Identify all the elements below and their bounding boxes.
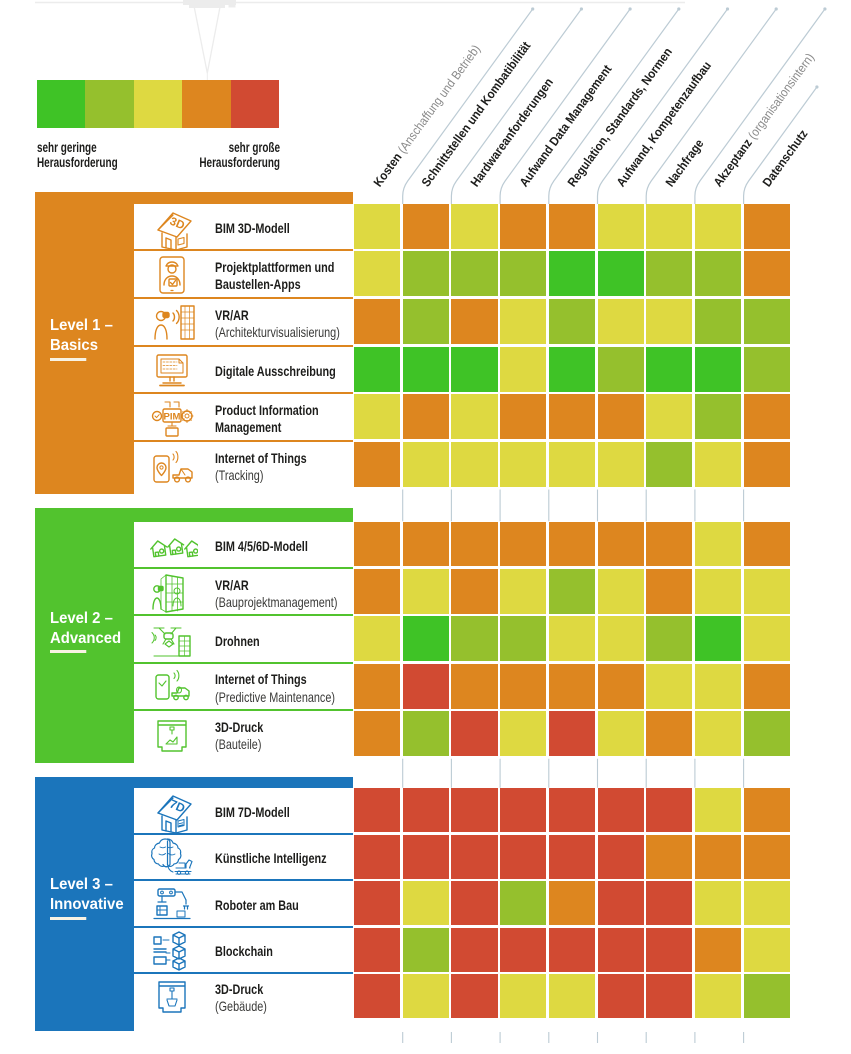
svg-text:7D: 7D	[168, 797, 188, 816]
svg-text:PIM: PIM	[164, 411, 181, 422]
svg-text:3D: 3D	[168, 215, 186, 232]
